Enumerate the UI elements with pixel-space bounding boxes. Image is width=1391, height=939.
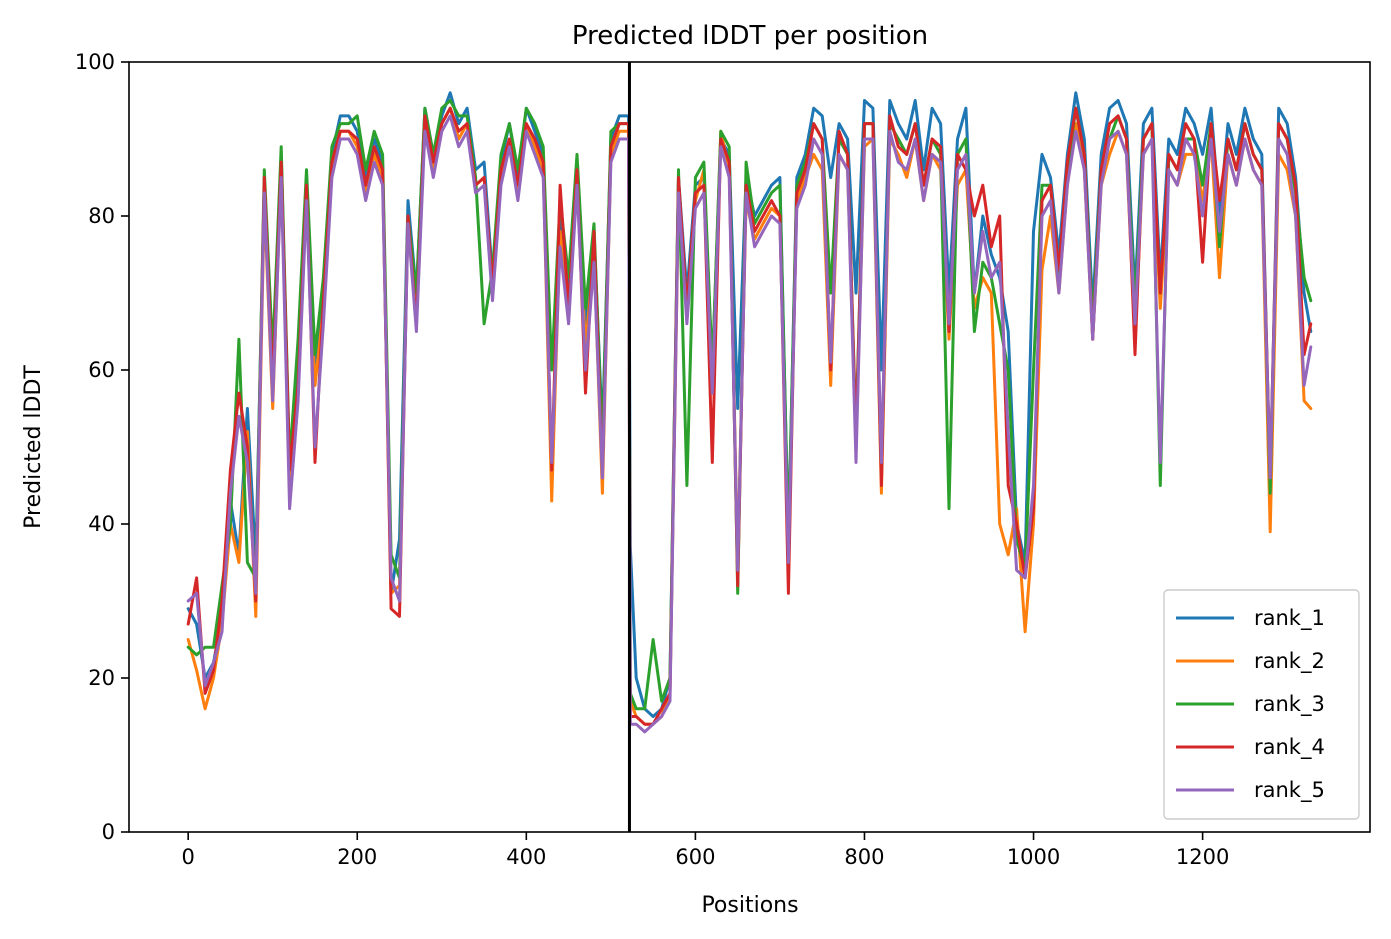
legend-label-rank_4: rank_4 (1254, 735, 1325, 760)
legend-label-rank_1: rank_1 (1254, 606, 1325, 631)
legend-label-rank_5: rank_5 (1254, 778, 1325, 803)
y-tick-label: 40 (88, 512, 115, 536)
plot-lines (186, 91, 1313, 734)
x-tick-label: 200 (337, 845, 377, 869)
x-axis: 0 200 400 600 800 1000 1200 (181, 832, 1229, 869)
chart-title: Predicted lDDT per position (572, 21, 928, 51)
plot-frame (128, 61, 1371, 833)
y-tick-label: 80 (88, 204, 115, 228)
y-tick-label: 0 (102, 820, 115, 844)
x-tick-label: 600 (675, 845, 715, 869)
y-axis-title: Predicted lDDT (21, 365, 46, 529)
legend-frame (1163, 589, 1360, 820)
series-line-rank_4 (186, 106, 1313, 726)
x-tick-label: 1200 (1176, 845, 1229, 869)
series-line-rank_5 (186, 114, 1313, 734)
x-tick-label: 0 (181, 845, 194, 869)
y-tick-label: 60 (88, 358, 115, 382)
x-tick-label: 400 (506, 845, 546, 869)
x-tick-label: 800 (844, 845, 884, 869)
y-tick-label: 100 (75, 50, 115, 74)
y-tick-label: 20 (88, 666, 115, 690)
y-axis: 0 20 40 60 80 100 (75, 50, 129, 844)
legend-label-rank_2: rank_2 (1254, 649, 1325, 674)
legend-label-rank_3: rank_3 (1254, 692, 1325, 717)
legend: rank_1 rank_2 rank_3 rank_4 rank_5 (1163, 589, 1360, 820)
x-axis-title: Positions (701, 893, 798, 918)
x-tick-label: 1000 (1007, 845, 1060, 869)
